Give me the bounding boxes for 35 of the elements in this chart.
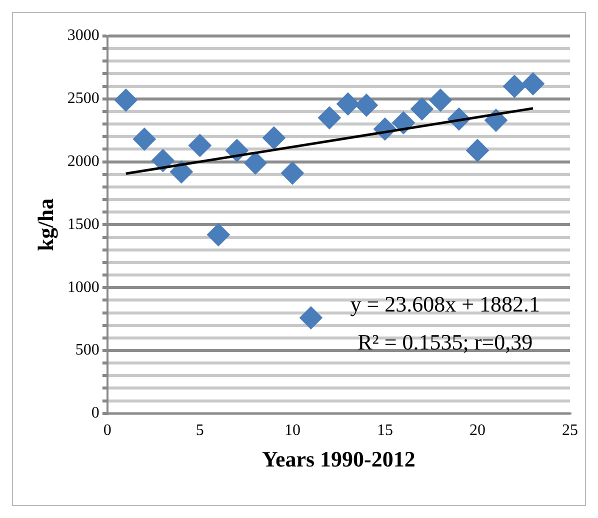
x-tick-label: 0 <box>103 422 112 440</box>
point <box>354 94 378 117</box>
x-axis-title: Years 1990-2012 <box>262 446 416 472</box>
point <box>188 134 212 157</box>
point <box>318 106 341 130</box>
point <box>428 88 452 112</box>
annotation: y = 23.608x + 1882.1 <box>350 292 540 317</box>
point <box>114 88 138 112</box>
x-tick-label: 25 <box>562 422 578 440</box>
point <box>244 152 267 175</box>
y-tick-label: 500 <box>75 342 100 359</box>
y-tick-label: 1000 <box>67 278 100 296</box>
point <box>521 72 544 96</box>
point <box>170 160 193 184</box>
y-tick-label: 3000 <box>67 27 100 44</box>
point <box>466 138 489 162</box>
point <box>132 128 156 151</box>
point <box>280 162 304 185</box>
y-tick-label: 2500 <box>67 90 100 108</box>
point <box>206 223 230 246</box>
x-tick-label: 15 <box>376 422 393 440</box>
y-tick-label: 0 <box>91 404 100 422</box>
point <box>410 97 434 120</box>
point <box>151 149 174 172</box>
y-tick-label: 2000 <box>67 153 100 170</box>
x-tick-label: 5 <box>196 422 204 440</box>
y-axis-title: kg/ha <box>32 198 58 251</box>
point <box>336 92 360 116</box>
y-tick-label: 1500 <box>67 216 100 233</box>
point <box>502 74 526 98</box>
x-tick-label: 20 <box>469 422 486 440</box>
x-tick-label: 10 <box>284 422 300 440</box>
point <box>299 306 322 330</box>
point <box>262 126 286 150</box>
annotation: R² = 0.1535; r=0,39 <box>358 329 533 354</box>
